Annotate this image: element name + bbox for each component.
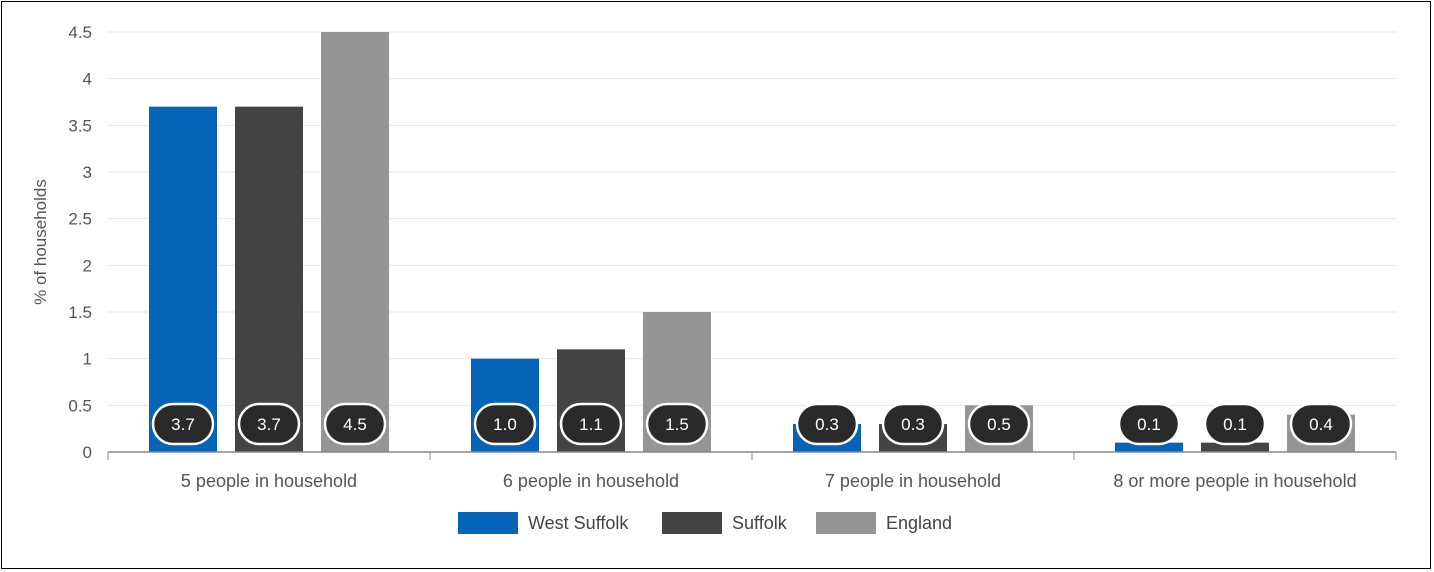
legend-label: West Suffolk: [528, 513, 629, 533]
data-label-bubble: [795, 402, 859, 446]
y-tick-label: 0: [83, 443, 92, 462]
data-label-bubble: [1203, 402, 1267, 446]
bar: [1115, 442, 1183, 452]
data-label: 0.3: [815, 415, 839, 434]
data-label: 1.5: [665, 415, 689, 434]
x-category-label: 8 or more people in household: [1113, 471, 1356, 491]
x-category-label: 5 people in household: [181, 471, 357, 491]
x-category-label: 7 people in household: [825, 471, 1001, 491]
x-category-label: 6 people in household: [503, 471, 679, 491]
y-tick-label: 2.5: [68, 210, 92, 229]
data-label: 1.1: [579, 415, 603, 434]
y-tick-label: 0.5: [68, 396, 92, 415]
data-label: 3.7: [171, 415, 195, 434]
data-label-bubble: [323, 402, 387, 446]
legend-label: England: [886, 513, 952, 533]
data-label-bubble: [881, 402, 945, 446]
data-label-bubble: [559, 402, 623, 446]
bar: [235, 106, 303, 453]
y-tick-label: 1: [83, 350, 92, 369]
y-tick-label: 3.5: [68, 116, 92, 135]
y-tick-label: 1.5: [68, 303, 92, 322]
bars: [149, 32, 1355, 453]
data-label: 3.7: [257, 415, 281, 434]
data-label-bubble: [1289, 402, 1353, 446]
legend: West Suffolk Suffolk England: [458, 512, 952, 534]
data-label-bubble: [237, 402, 301, 446]
data-label: 0.1: [1223, 415, 1247, 434]
legend-item[interactable]: England: [816, 512, 952, 534]
data-label: 0.5: [987, 415, 1011, 434]
legend-item[interactable]: Suffolk: [662, 512, 788, 534]
y-axis-title: % of households: [31, 179, 50, 305]
y-tick-label: 4.5: [68, 23, 92, 42]
data-label-bubble: [645, 402, 709, 446]
legend-label: Suffolk: [732, 513, 788, 533]
bar: [321, 32, 389, 452]
data-label-bubble: [473, 402, 537, 446]
data-label-bubble: [151, 402, 215, 446]
legend-item[interactable]: West Suffolk: [458, 512, 629, 534]
axes: 0 0.5 1 1.5 2 2.5 3 3.5 4 4.5 5 people in househol…: [68, 23, 1397, 491]
data-label-bubble: [967, 402, 1031, 446]
bar: [1201, 442, 1269, 452]
legend-swatch: [662, 512, 722, 534]
data-label: 0.3: [901, 415, 925, 434]
data-label: 1.0: [493, 415, 517, 434]
bar: [149, 106, 217, 453]
y-tick-label: 2: [83, 256, 92, 275]
data-labels: 3.7 3.7 4.5 1.0 1.1 1.5 0.3 0.3 0.5 0.1 0.1 0.4: [151, 402, 1353, 446]
y-tick-label: 4: [83, 70, 92, 89]
data-label-bubble: [1117, 402, 1181, 446]
data-label: 4.5: [343, 415, 367, 434]
y-tick-label: 3: [83, 163, 92, 182]
legend-swatch: [458, 512, 518, 534]
data-label: 0.1: [1137, 415, 1161, 434]
data-label: 0.4: [1309, 415, 1333, 434]
legend-swatch: [816, 512, 876, 534]
